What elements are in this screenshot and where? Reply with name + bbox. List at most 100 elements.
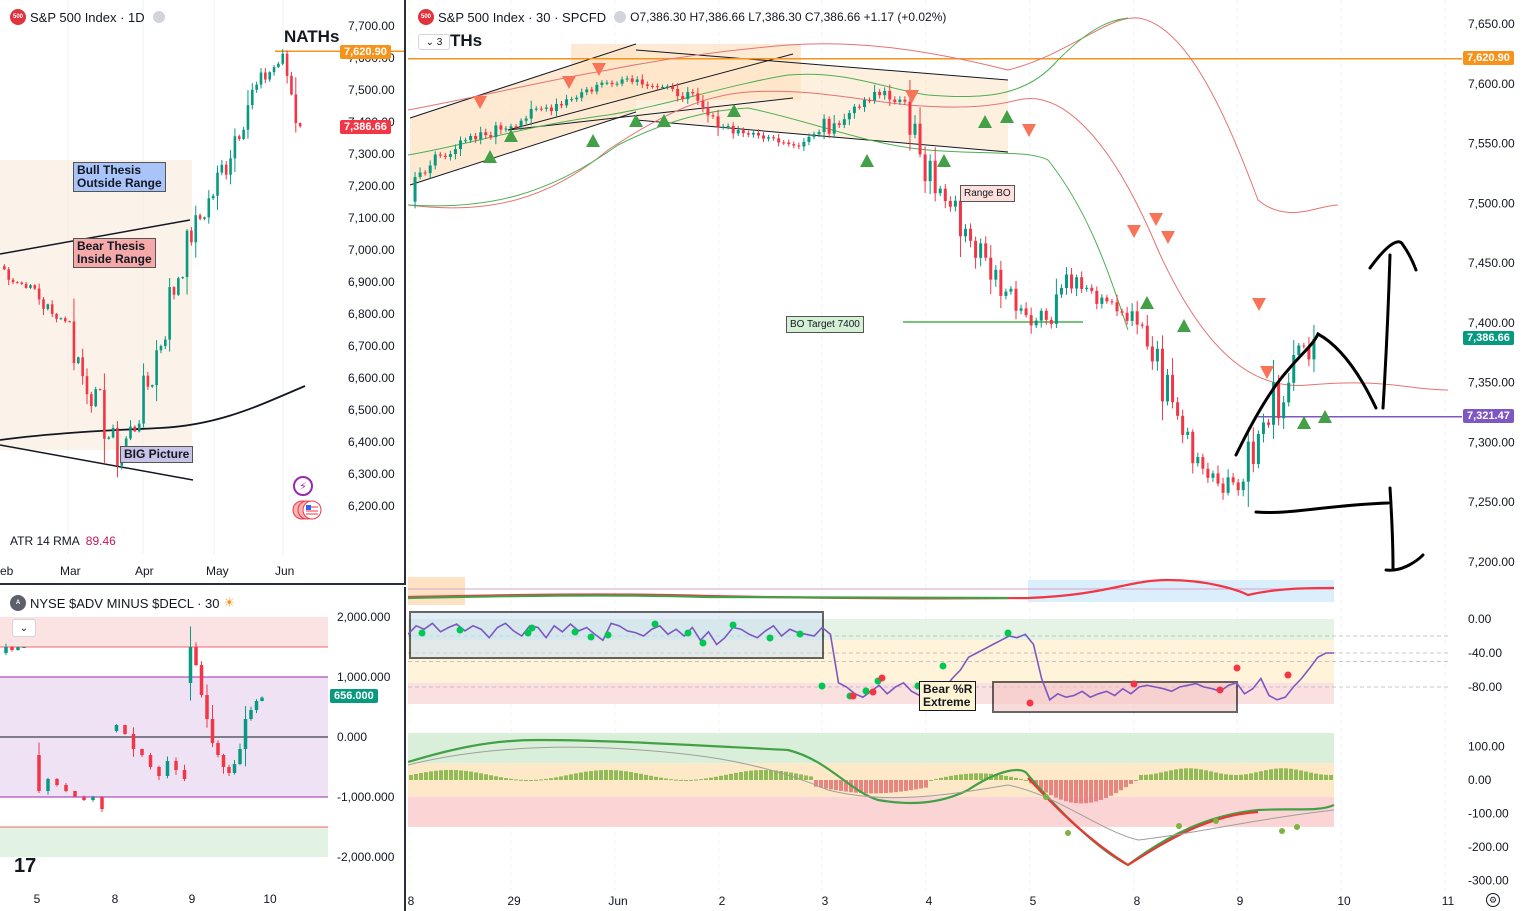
daily-candle[interactable] [229, 158, 232, 175]
main-candle[interactable] [1080, 277, 1084, 289]
daily-candle[interactable] [63, 318, 67, 322]
main-candle[interactable] [857, 106, 861, 108]
main-candle[interactable] [565, 99, 569, 106]
daily-candle[interactable] [207, 198, 211, 218]
daily-candle[interactable] [159, 346, 163, 351]
main-candle[interactable] [842, 119, 846, 126]
sell-signal-triangle[interactable] [905, 90, 919, 103]
daily-chart-pane[interactable]: 7,700.007,600.007,500.007,400.007,300.00… [0, 0, 406, 585]
wr-green-dot[interactable] [729, 621, 737, 629]
wr-green-dot[interactable] [939, 662, 947, 670]
daily-candle[interactable] [81, 357, 84, 377]
buy-signal-triangle[interactable] [937, 154, 951, 167]
main-candle[interactable] [1120, 311, 1124, 313]
sell-signal-triangle[interactable] [562, 76, 576, 89]
main-candle[interactable] [1231, 477, 1235, 483]
main-candle[interactable] [494, 125, 498, 138]
wr-red-dot[interactable] [1284, 671, 1292, 679]
daily-candle[interactable] [111, 428, 115, 438]
main-candle[interactable] [979, 243, 983, 258]
breadth-candle[interactable] [165, 761, 170, 776]
sell-signal-triangle[interactable] [1022, 124, 1036, 137]
main-candle[interactable] [898, 99, 902, 103]
main-candle[interactable] [716, 116, 720, 128]
bear-thesis-note[interactable]: Bear Thesis Inside Range [73, 238, 156, 268]
main-candle[interactable] [413, 177, 417, 202]
daily-candle[interactable] [259, 72, 263, 85]
wr-red-dot[interactable] [1026, 699, 1034, 707]
visibility-icon[interactable] [614, 11, 627, 23]
main-candle[interactable] [524, 118, 528, 121]
breadth-candle[interactable] [10, 647, 14, 650]
main-candle[interactable] [883, 90, 887, 96]
main-candle[interactable] [938, 188, 942, 194]
main-candle[interactable] [1100, 297, 1104, 304]
main-candle[interactable] [1029, 315, 1033, 326]
daily-candle[interactable] [216, 172, 219, 196]
main-candle[interactable] [1256, 433, 1260, 465]
main-candle[interactable] [1241, 481, 1245, 491]
settings-gear-icon[interactable]: ⚙ [1486, 893, 1500, 907]
breadth-symbol-title[interactable]: NYSE $ADV MINUS $DECL · 30 [30, 595, 220, 611]
main-candle[interactable] [1206, 468, 1210, 478]
sell-signal-triangle[interactable] [592, 63, 606, 76]
breadth-candle[interactable] [22, 647, 26, 648]
macd-cross-dot[interactable] [1043, 794, 1049, 800]
main-candle[interactable] [570, 99, 574, 101]
daily-candle[interactable] [281, 53, 285, 64]
main-candle[interactable] [797, 145, 801, 147]
wr-red-dot[interactable] [849, 692, 857, 700]
main-candle[interactable] [554, 103, 558, 112]
breadth-candle[interactable] [157, 767, 161, 776]
buy-signal-triangle[interactable] [1318, 410, 1332, 423]
daily-candle[interactable] [59, 318, 63, 320]
main-candle[interactable] [534, 108, 538, 110]
daily-candle[interactable] [129, 426, 132, 439]
main-candle[interactable] [1307, 345, 1311, 360]
main-candle[interactable] [686, 92, 690, 100]
daily-candle[interactable] [290, 75, 293, 95]
main-candle[interactable] [1145, 325, 1149, 347]
main-candle[interactable] [499, 125, 503, 130]
main-candle[interactable] [1297, 345, 1301, 356]
daily-candle[interactable] [42, 299, 45, 309]
main-candle[interactable] [711, 115, 715, 117]
main-candle[interactable] [832, 123, 836, 134]
main-candle[interactable] [958, 200, 962, 237]
sell-signal-triangle[interactable] [1161, 231, 1175, 244]
main-candle[interactable] [428, 165, 432, 174]
main-candle[interactable] [464, 140, 468, 142]
breadth-chart-canvas[interactable]: 2,000.000 1,000.000 0.000 -1,000.000 -2,000.… [0, 587, 406, 911]
daily-candle[interactable] [237, 136, 241, 139]
main-candle[interactable] [1125, 312, 1129, 321]
daily-candle[interactable] [177, 278, 180, 295]
main-candle[interactable] [847, 113, 851, 120]
daily-candle[interactable] [146, 375, 150, 387]
main-candle[interactable] [640, 79, 644, 85]
daily-candle[interactable] [272, 67, 276, 73]
main-candle[interactable] [756, 132, 760, 136]
main-candle[interactable] [878, 91, 882, 96]
main-candle[interactable] [469, 135, 473, 141]
main-candle[interactable] [928, 160, 932, 182]
main-candle[interactable] [1095, 290, 1099, 304]
main-candle[interactable] [590, 89, 594, 92]
wr-green-dot[interactable] [684, 629, 692, 637]
wr-red-dot[interactable] [869, 688, 877, 696]
breadth-candle[interactable] [199, 665, 204, 695]
main-candle[interactable] [610, 82, 614, 85]
atr-indicator-legend[interactable]: ATR 14 RMA 89.46 [10, 534, 116, 548]
main-candle[interactable] [948, 200, 952, 207]
main-candle[interactable] [1085, 287, 1089, 289]
daily-candle[interactable] [55, 313, 58, 319]
wr-red-dot[interactable] [1216, 686, 1224, 694]
main-candle[interactable] [1115, 302, 1119, 312]
wr-green-dot[interactable] [651, 620, 659, 628]
buy-signal-triangle[interactable] [1000, 110, 1014, 123]
daily-candle[interactable] [116, 428, 119, 466]
daily-candle[interactable] [50, 304, 54, 314]
breadth-candle[interactable] [114, 725, 119, 731]
main-candle[interactable] [1039, 310, 1043, 321]
main-candle[interactable] [817, 132, 821, 135]
main-candle[interactable] [650, 86, 654, 88]
